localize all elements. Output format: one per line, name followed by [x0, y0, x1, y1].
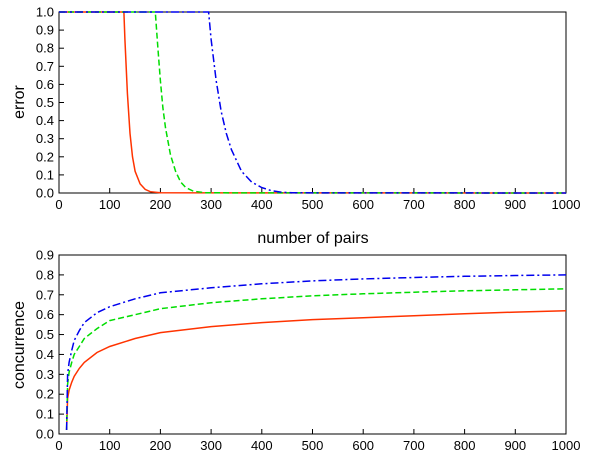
concurrence-xtick-label: 300	[200, 438, 222, 451]
concurrence-ylabel: concurrence	[11, 301, 28, 389]
error-ytick-label: 0.1	[36, 167, 54, 182]
concurrence-ytick-label: 0.6	[36, 307, 54, 322]
error-ytick-label: 0.8	[36, 41, 54, 56]
concurrence-ytick-label: 0.2	[36, 387, 54, 402]
error-series-line-1	[59, 11, 567, 194]
concurrence-xtick-label: 800	[454, 438, 476, 451]
error-xtick-label: 100	[99, 197, 121, 212]
error-xtick-label: 0	[55, 197, 62, 212]
concurrence-ytick-label: 0.9	[36, 248, 54, 263]
concurrence-ytick-label: 0.5	[36, 327, 54, 342]
concurrence-ytick-label: 0.0	[36, 427, 54, 442]
error-chart-panel: 0 100 200 300 400 500 600 700 800 900 1000 0.0 0.1 0.…	[11, 5, 580, 248]
concurrence-ytick-label: 0.3	[36, 367, 54, 382]
concurrence-series-group	[65, 274, 567, 431]
error-xtick-label: 400	[251, 197, 273, 212]
concurrence-chart-panel: 0 100 200 300 400 500 600 700 800 900 1000 0.0 0.1 0.…	[11, 248, 580, 451]
concurrence-xtick-label: 400	[251, 438, 273, 451]
concurrence-xtick-label: 1000	[552, 438, 581, 451]
concurrence-xtick-label: 600	[352, 438, 374, 451]
error-ytick-label: 0.6	[36, 77, 54, 92]
error-ytick-label: 0.5	[36, 95, 54, 110]
error-ytick-label: 0.4	[36, 113, 54, 128]
concurrence-xtick-label: 500	[302, 438, 324, 451]
error-xtick-label: 1000	[552, 197, 581, 212]
error-xtick-label: 800	[454, 197, 476, 212]
error-ytick-label: 0.7	[36, 59, 54, 74]
error-series-line-3	[59, 11, 567, 194]
error-axis-ticks: 0 100 200 300 400 500 600 700 800 900 1000 0.0 0.1 0.…	[36, 5, 581, 213]
concurrence-xtick-label: 100	[99, 438, 121, 451]
concurrence-ytick-label: 0.1	[36, 407, 54, 422]
error-ytick-label: 0.2	[36, 149, 54, 164]
concurrence-ytick-label: 0.8	[36, 267, 54, 282]
error-xlabel: number of pairs	[257, 230, 368, 247]
concurrence-xtick-label: 0	[55, 438, 62, 451]
concurrence-axis-ticks: 0 100 200 300 400 500 600 700 800 900 1000 0.0 0.1 0.…	[36, 248, 581, 451]
concurrence-plot-frame	[58, 254, 567, 435]
error-xtick-label: 600	[352, 197, 374, 212]
error-xtick-label: 200	[150, 197, 172, 212]
error-xtick-label: 900	[504, 197, 526, 212]
error-xtick-label: 700	[403, 197, 425, 212]
error-series-group	[59, 11, 567, 194]
error-xtick-label: 300	[200, 197, 222, 212]
concurrence-xtick-label: 700	[403, 438, 425, 451]
concurrence-ytick-label: 0.4	[36, 347, 54, 362]
error-ytick-label: 0.3	[36, 131, 54, 146]
concurrence-series-line-2	[65, 288, 567, 431]
error-ytick-label: 0.9	[36, 23, 54, 38]
concurrence-series-line-3	[65, 274, 567, 431]
error-series-line-2	[59, 11, 567, 194]
error-ytick-label: 1.0	[36, 5, 54, 20]
concurrence-xtick-label: 200	[150, 438, 172, 451]
error-ytick-label: 0.0	[36, 186, 54, 201]
error-xtick-label: 500	[302, 197, 324, 212]
concurrence-xtick-label: 900	[504, 438, 526, 451]
concurrence-ytick-label: 0.7	[36, 287, 54, 302]
concurrence-series-line-1	[65, 309, 567, 431]
error-plot-frame	[58, 11, 567, 194]
error-ylabel: error	[11, 84, 28, 118]
